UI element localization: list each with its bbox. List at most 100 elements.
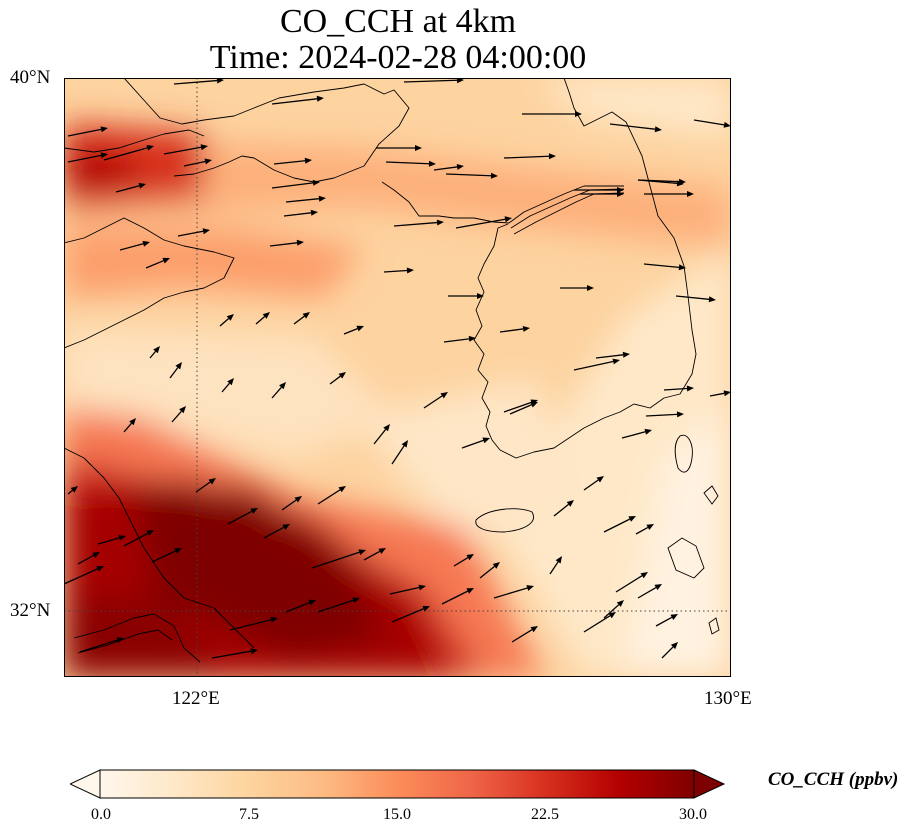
wind-vector-head [456, 164, 464, 170]
wind-vector-shaft [503, 401, 532, 413]
wind-vector-head [162, 257, 170, 264]
wind-vector-head [596, 476, 604, 483]
wind-vector-shaft [391, 608, 424, 623]
wind-vectors [64, 78, 731, 659]
wind-vector-head [378, 548, 386, 554]
wind-vector-shaft [615, 575, 643, 593]
wind-vector-head [440, 392, 448, 399]
wind-vector-head [338, 372, 346, 379]
wind-vector-head [687, 191, 694, 197]
wind-vector-shaft [317, 599, 354, 613]
wind-vector-shaft [149, 350, 157, 359]
wind-vector-shaft [115, 185, 140, 193]
wind-vector-shaft [271, 98, 318, 105]
lat-tick-32: 32°N [10, 600, 51, 621]
wind-vector-head [415, 145, 422, 151]
map-plot [64, 78, 731, 677]
wind-vector-head [622, 351, 630, 358]
wind-vector-shaft [229, 619, 272, 631]
wind-vector-shaft [661, 646, 674, 659]
wind-vector-head [200, 144, 208, 151]
wind-vector-shaft [511, 629, 533, 643]
wind-vector-head [401, 440, 408, 448]
wind-vector-shaft [603, 604, 620, 619]
wind-vector-shaft [453, 557, 469, 567]
wind-vector-shaft [393, 221, 438, 227]
wind-vector-head [406, 267, 414, 274]
wind-vector-shaft [479, 565, 495, 579]
wind-vector-shaft [195, 481, 211, 493]
wind-vector-head [92, 552, 100, 558]
wind-vector-head [522, 326, 530, 332]
wind-vector-head [526, 585, 534, 591]
wind-vector-head [640, 572, 648, 579]
wind-vector-head [175, 362, 182, 370]
wind-vector-head [312, 179, 320, 186]
wind-vector-head [646, 524, 654, 530]
wind-vector-shaft [227, 510, 253, 525]
wind-vector-shaft [273, 160, 306, 165]
wind-vector-head [555, 556, 562, 564]
colorbar [70, 769, 726, 799]
colorbar-tick-0: 0.0 [91, 806, 111, 823]
wind-vector-shaft [445, 173, 492, 177]
wind-vector-shaft [583, 479, 599, 491]
wind-vector-shaft [285, 198, 320, 203]
wind-vector-shaft [269, 242, 298, 247]
wind-vector-head [616, 600, 624, 607]
wind-vector-head [262, 312, 270, 319]
wind-vector-shaft [675, 295, 710, 300]
wind-vector-shaft [383, 269, 408, 273]
wind-vector-shaft [423, 395, 443, 409]
wind-vector-head [296, 239, 304, 246]
wind-vector-head [146, 145, 154, 151]
wind-vector-head [308, 599, 316, 606]
wind-vector-shaft [311, 551, 360, 569]
wind-vector-shaft [123, 422, 132, 433]
wind-vector-head [466, 554, 474, 561]
wind-vector-head [304, 157, 312, 164]
wind-vector-shaft [263, 526, 285, 539]
wind-vector-head [356, 325, 364, 332]
map-title: CO_CCH at 4km [279, 3, 517, 40]
wind-vector-shaft [177, 230, 204, 237]
wind-vector-shaft [271, 182, 314, 189]
wind-vector-head [575, 111, 582, 117]
wind-vector-head [358, 549, 366, 556]
wind-vector-shaft [329, 375, 341, 385]
wind-vector-shaft [709, 392, 725, 397]
wind-vector-shaft [79, 639, 118, 653]
wind-vector-head [129, 418, 136, 426]
wind-vector-head [428, 160, 436, 167]
wind-vector-shaft [221, 382, 230, 393]
wind-vector-shaft [499, 328, 524, 333]
wind-vector-shaft [595, 354, 624, 359]
wind-vector-shaft [67, 128, 102, 137]
wind-vector-shaft [123, 532, 149, 547]
wind-vector-head [227, 378, 234, 386]
wind-vector-head [294, 496, 302, 503]
wind-vector-head [530, 626, 538, 633]
wind-vector-shaft [119, 243, 144, 251]
wind-vector-head [338, 486, 346, 493]
wind-vector-shaft [389, 586, 420, 595]
wind-vector-shaft [211, 650, 252, 659]
wind-vector-head [352, 597, 360, 604]
colorbar-extend-max [693, 769, 726, 799]
wind-vector-head [670, 614, 678, 620]
lon-tick-130: 130°E [704, 688, 752, 709]
colorbar-tick-2: 15.0 [383, 806, 411, 823]
wind-vector-head [492, 562, 500, 569]
wind-vector-shaft [621, 431, 646, 439]
wind-vector-shaft [573, 360, 614, 371]
colorbar-gradient [99, 769, 695, 799]
wind-vector-shaft [343, 327, 358, 335]
wind-vector-shaft [373, 429, 387, 445]
wind-vector-head [418, 584, 426, 591]
wind-vector-shaft [255, 316, 266, 325]
wind-vector-head [100, 152, 108, 159]
wind-vector-shaft [583, 615, 611, 633]
wind-vector-shaft [77, 554, 95, 565]
wind-vector-shaft [433, 166, 458, 171]
wind-vector-shaft [145, 260, 164, 269]
